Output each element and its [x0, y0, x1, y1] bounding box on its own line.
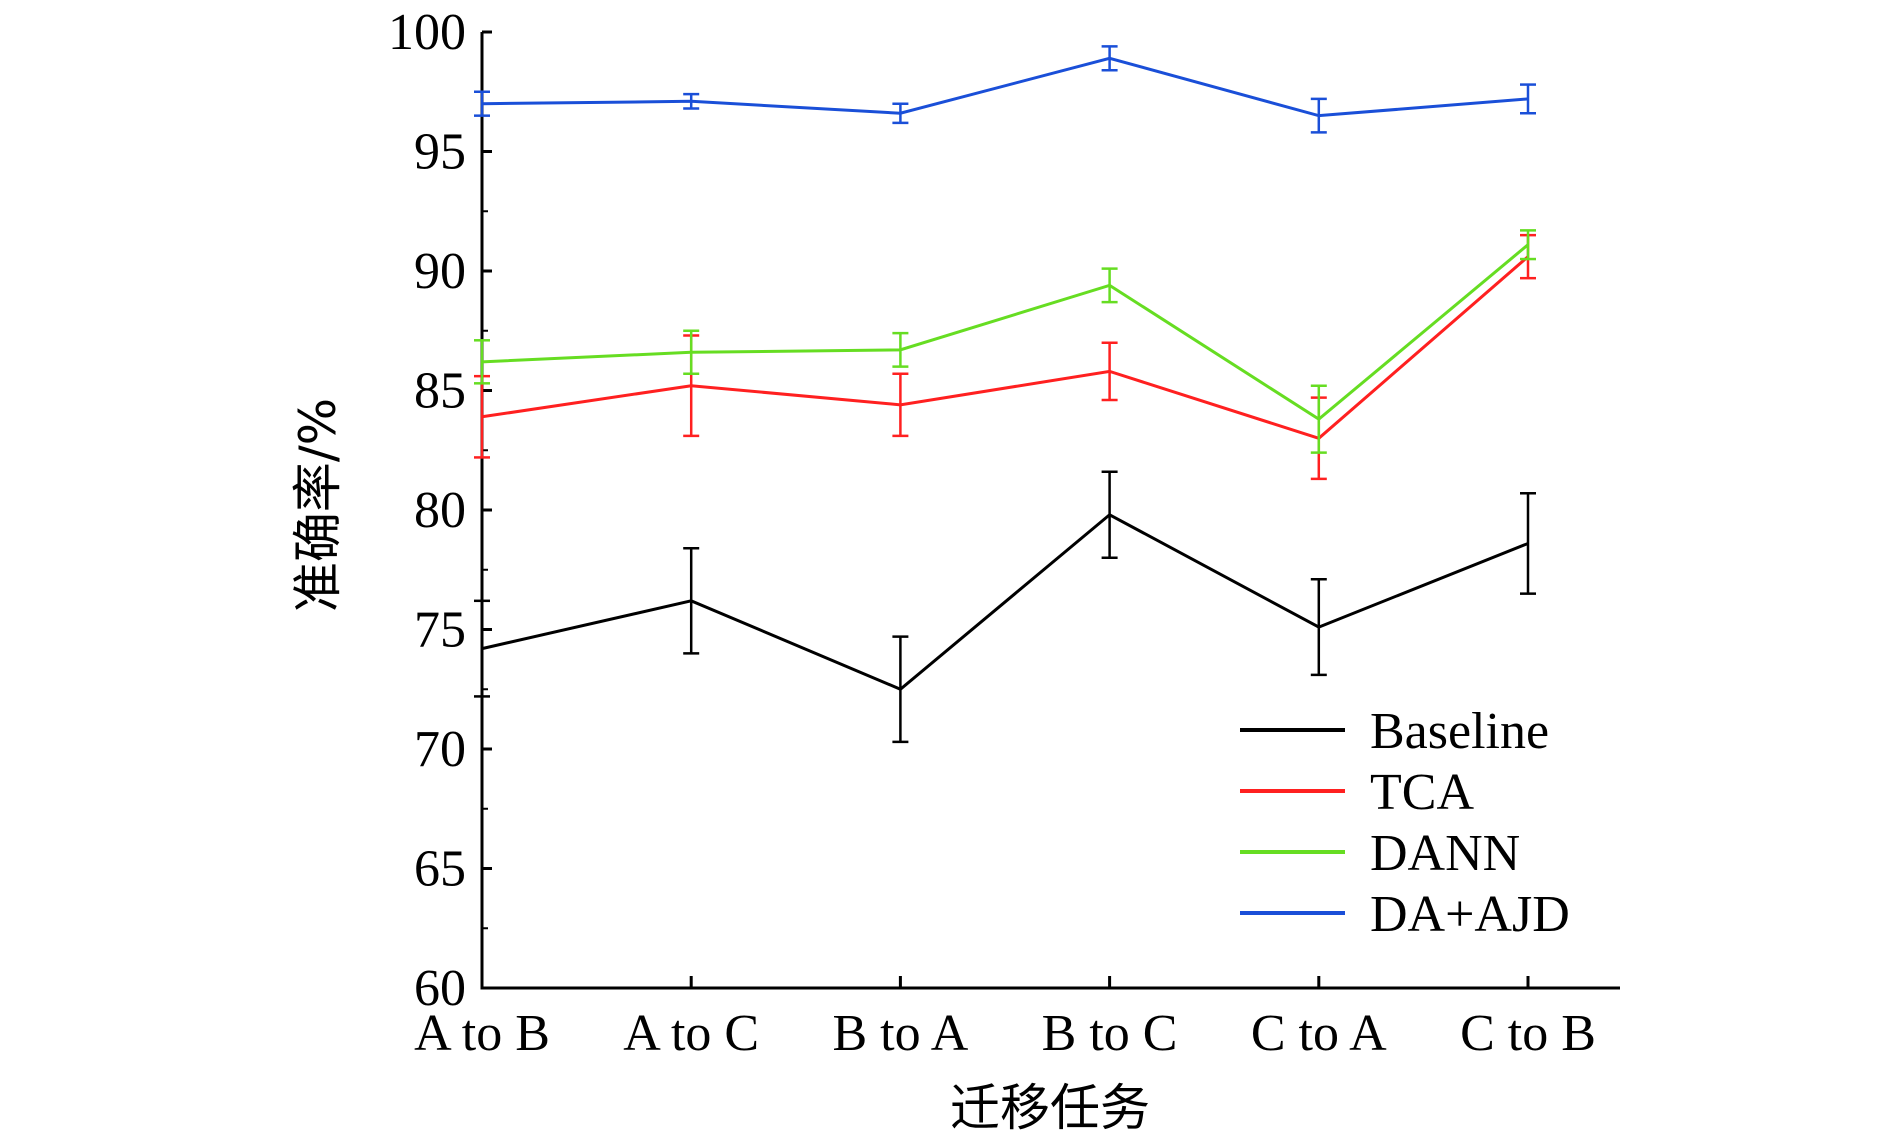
- y-tick-label: 100: [388, 4, 466, 61]
- series-tca: [474, 233, 1536, 481]
- series-line: [481, 243, 1529, 422]
- series-line: [481, 512, 1529, 691]
- legend-label: DANN: [1370, 825, 1520, 882]
- x-tick-label: C to A: [1251, 1005, 1387, 1062]
- legend-item: DA+AJD: [1240, 886, 1570, 943]
- y-tick-label: 65: [414, 841, 466, 898]
- y-axis-ticks: 60 65 70 75 80 85 90 95 100: [388, 4, 492, 1017]
- x-tick-label: A to C: [623, 1005, 759, 1062]
- x-tick-label: B to C: [1042, 1005, 1178, 1062]
- x-axis-title: 迁移任务: [950, 1079, 1150, 1137]
- legend-item: TCA: [1240, 764, 1474, 821]
- x-tick-label: A to B: [414, 1005, 550, 1062]
- series-da-ajd: [474, 45, 1536, 134]
- legend-item: DANN: [1240, 825, 1520, 882]
- y-tick-label: 60: [414, 960, 466, 1017]
- series-layer: [474, 45, 1536, 744]
- legend-label: Baseline: [1370, 703, 1549, 760]
- y-tick-label: 80: [414, 482, 466, 539]
- y-tick-label: 95: [414, 124, 466, 181]
- series-line: [481, 255, 1529, 440]
- x-tick-label: C to B: [1460, 1005, 1596, 1062]
- legend-item: Baseline: [1240, 703, 1549, 760]
- x-axis-ticks: A to B A to C B to A B to C C to A C to B: [414, 976, 1596, 1062]
- y-axis-title: 准确率/%: [289, 398, 347, 612]
- y-tick-label: 70: [414, 721, 466, 778]
- legend-label: DA+AJD: [1370, 886, 1570, 943]
- series-baseline: [474, 470, 1536, 744]
- series-line: [481, 56, 1529, 118]
- series-dann: [474, 229, 1536, 454]
- x-tick-label: B to A: [832, 1005, 968, 1062]
- y-tick-label: 75: [414, 602, 466, 659]
- legend-label: TCA: [1370, 764, 1474, 821]
- y-tick-label: 90: [414, 243, 466, 300]
- y-tick-label: 85: [414, 363, 466, 420]
